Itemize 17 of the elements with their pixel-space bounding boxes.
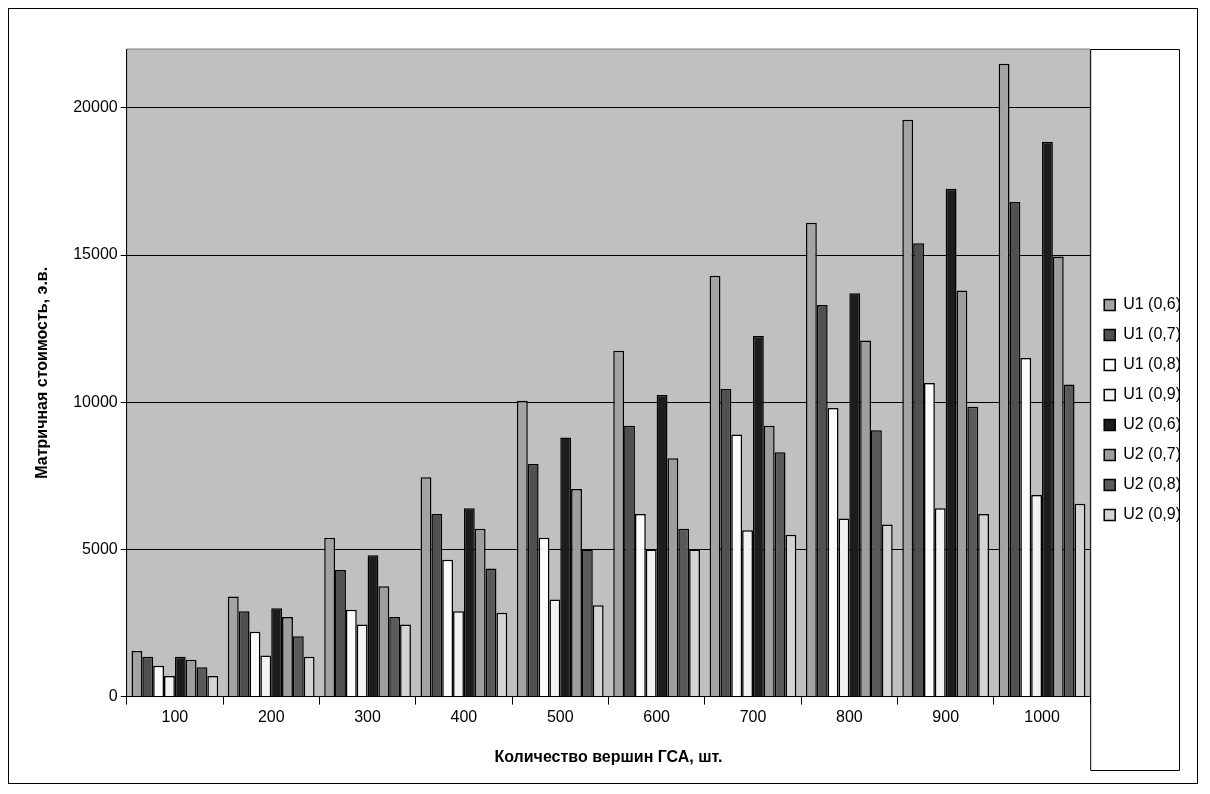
y-tick-label: 0 — [108, 687, 118, 705]
x-tick-label: 100 — [161, 707, 189, 725]
y-tick-label: 10000 — [73, 392, 118, 410]
x-tick-label: 200 — [257, 707, 285, 725]
x-tick-label: 800 — [835, 707, 863, 725]
x-tick-label: 900 — [932, 707, 960, 725]
y-tick-label: 20000 — [73, 98, 118, 116]
x-tick-label: 400 — [450, 707, 478, 725]
x-tick-label: 500 — [546, 707, 574, 725]
x-axis-title: Количество вершин ГСА, шт. — [494, 747, 723, 765]
x-tick-label: 300 — [354, 707, 382, 725]
y-tick-label: 5000 — [82, 539, 118, 557]
y-axis-title: Матричная стоимость, э.в. — [33, 266, 51, 479]
y-tick-label: 15000 — [73, 245, 118, 263]
x-tick-label: 600 — [643, 707, 671, 725]
x-tick-label: 1000 — [1024, 707, 1060, 725]
x-tick-label: 700 — [739, 707, 767, 725]
